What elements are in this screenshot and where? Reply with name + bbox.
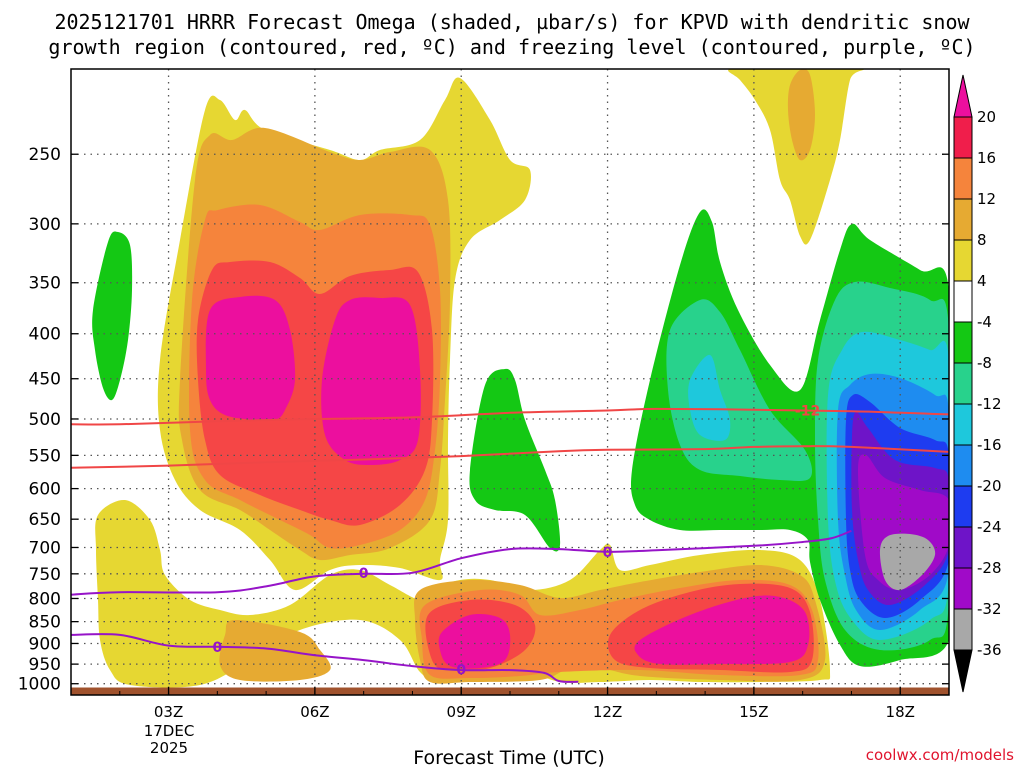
- y-tick-label: 900: [29, 634, 61, 654]
- colorbar-label: 20: [977, 108, 996, 126]
- date-label-day: 17DEC: [144, 722, 195, 740]
- x-tick-label: 06Z: [300, 703, 329, 721]
- y-tick-label: 700: [29, 538, 61, 558]
- colorbar-label: 16: [977, 149, 996, 167]
- colorbar-swatch: [953, 362, 973, 405]
- x-axis-label: Forecast Time (UTC): [413, 747, 604, 768]
- y-tick-label: 500: [29, 410, 61, 430]
- colorbar-swatch: [953, 280, 973, 323]
- dgz-contour-line: [71, 445, 949, 469]
- dendritic-growth-contours: -12: [71, 404, 949, 469]
- colorbar-swatch: [953, 444, 973, 487]
- omega-region: [219, 619, 331, 682]
- colorbar-swatch: [953, 157, 973, 200]
- freezing-contour-label: 0: [603, 545, 613, 561]
- y-tick-label: 800: [29, 589, 61, 609]
- chart-title-line-1: 2025121701 HRRR Forecast Omega (shaded, …: [54, 10, 970, 34]
- omega-region: [879, 533, 936, 591]
- y-axis-ticks: 2503003504004505005506006507007508008509…: [18, 145, 949, 695]
- freezing-contour-label: 0: [456, 662, 466, 678]
- omega-region: [688, 354, 731, 441]
- colorbar-swatch: [953, 239, 973, 282]
- y-tick-label: 350: [29, 274, 61, 294]
- colorbar-swatch: [953, 485, 973, 528]
- y-tick-label: 300: [29, 215, 61, 235]
- colorbar-label: -16: [977, 436, 1002, 454]
- y-tick-label: 950: [29, 655, 61, 675]
- omega-region: [321, 297, 421, 465]
- colorbar-label: -32: [977, 600, 1002, 618]
- colorbar-label: -20: [977, 477, 1002, 495]
- colorbar-label: 12: [977, 190, 996, 208]
- colorbar-bottom-arrow: [953, 649, 973, 693]
- omega-region: [438, 614, 511, 669]
- colorbar-label: -4: [977, 313, 992, 331]
- colorbar-label: 8: [977, 231, 987, 249]
- y-tick-label: 650: [29, 510, 61, 530]
- y-tick-label: 600: [29, 480, 61, 500]
- colorbar-swatch: [953, 608, 973, 651]
- x-tick-label: 12Z: [593, 703, 622, 721]
- y-tick-label: 250: [29, 145, 61, 165]
- colorbar-label: 4: [977, 272, 987, 290]
- colorbar-swatch: [953, 198, 973, 241]
- x-tick-label: 18Z: [886, 703, 915, 721]
- colorbar-swatch: [953, 403, 973, 446]
- colorbar: 20 16 12 8 4 -4 -8 -12 -16 -20 -24 -28 -32 -36: [953, 74, 1002, 693]
- colorbar-label: -36: [977, 641, 1002, 659]
- x-tick-label: 09Z: [447, 703, 476, 721]
- freezing-contour-line: [71, 633, 579, 683]
- omega-region: [469, 368, 561, 552]
- omega-shaded-regions: [92, 69, 949, 688]
- omega-region: [205, 295, 296, 421]
- freezing-contour-line: [71, 529, 852, 596]
- y-tick-label: 1000: [18, 675, 61, 695]
- x-tick-label: 03Z: [154, 703, 183, 721]
- freezing-contour-label: 0: [359, 566, 369, 582]
- grid-lines: [71, 69, 949, 695]
- credit-link[interactable]: coolwx.com/models: [866, 746, 1014, 764]
- colorbar-swatch: [953, 321, 973, 364]
- x-tick-label: 15Z: [739, 703, 768, 721]
- freezing-contour-label: 0: [212, 640, 222, 656]
- colorbar-label: -24: [977, 518, 1002, 536]
- omega-region: [92, 231, 133, 401]
- freezing-level-contours: 0 0 0 0: [71, 529, 852, 683]
- dgz-contour-label: -12: [795, 404, 820, 420]
- x-axis-ticks: 03Z 06Z 09Z 12Z 15Z 18Z: [70, 687, 950, 721]
- colorbar-swatch: [953, 116, 973, 159]
- colorbar-swatch: [953, 567, 973, 610]
- dgz-contour-line: [71, 407, 949, 426]
- omega-region: [634, 595, 810, 665]
- date-label-year: 2025: [150, 739, 188, 757]
- y-tick-label: 450: [29, 370, 61, 390]
- colorbar-label: -12: [977, 395, 1002, 413]
- y-tick-label: 400: [29, 325, 61, 345]
- colorbar-label: -28: [977, 559, 1002, 577]
- omega-region: [728, 69, 864, 245]
- colorbar-label: -8: [977, 354, 992, 372]
- y-tick-label: 550: [29, 446, 61, 466]
- omega-region: [787, 69, 815, 161]
- chart-title-line-2: growth region (contoured, red, ºC) and f…: [48, 35, 975, 59]
- y-tick-label: 850: [29, 613, 61, 633]
- colorbar-swatch: [953, 526, 973, 569]
- y-tick-label: 750: [29, 565, 61, 585]
- colorbar-top-arrow: [953, 74, 973, 118]
